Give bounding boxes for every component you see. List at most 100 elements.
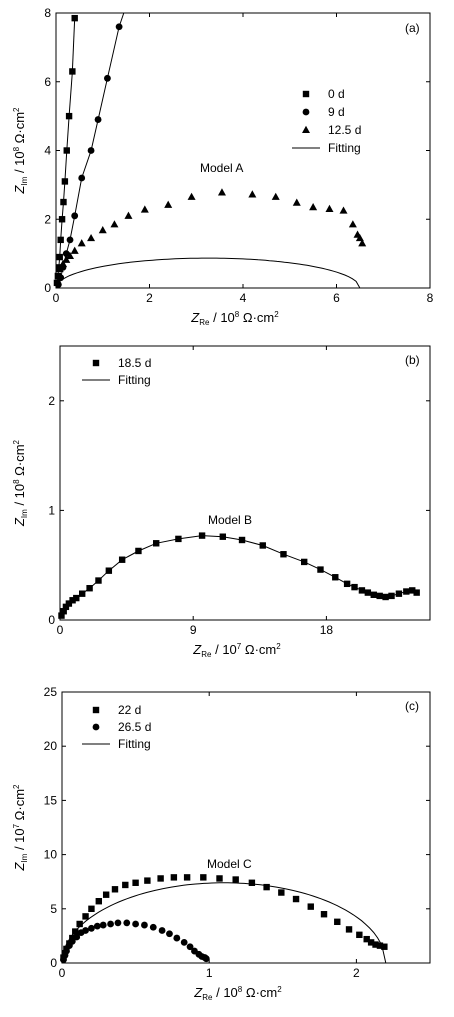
data-point	[65, 112, 73, 120]
axis-label-part: Im	[20, 509, 29, 518]
axis-label-part: 2	[274, 310, 279, 319]
data-point	[102, 891, 110, 898]
x-axis-label: ZRe / 108 Ω·cm2	[193, 985, 282, 1002]
model-annotation: Model B	[208, 513, 252, 527]
y-tick-label: 8	[44, 6, 51, 20]
data-point	[70, 246, 79, 254]
data-point	[248, 190, 257, 198]
y-tick-label: 4	[44, 144, 51, 158]
data-point	[292, 198, 301, 206]
data-point	[72, 928, 79, 935]
data-point	[317, 566, 324, 573]
axis-label-part: Ω·cm	[241, 642, 276, 657]
axis-label-part: / 10	[209, 310, 234, 325]
data-point	[271, 192, 280, 200]
axis-label-part: 7	[12, 823, 21, 828]
x-tick-label: 0	[53, 291, 60, 305]
axis-label-part: 2	[277, 985, 282, 994]
axis-label-part: 8	[235, 310, 240, 319]
data-point	[158, 927, 166, 934]
axis-label-part: / 10	[12, 828, 27, 853]
data-point	[99, 921, 107, 929]
data-point	[66, 236, 74, 244]
y-tick-label: 2	[48, 394, 55, 408]
data-point	[82, 927, 89, 934]
data-point	[59, 259, 68, 267]
data-point	[292, 895, 300, 903]
data-point	[200, 874, 207, 881]
data-point	[164, 200, 173, 208]
data-point	[63, 947, 70, 955]
data-point	[376, 942, 384, 949]
data-point	[93, 922, 101, 930]
legend-marker	[302, 90, 310, 98]
y-tick-label: 15	[44, 793, 58, 807]
data-point	[309, 203, 318, 211]
fitting-curve	[61, 535, 417, 616]
legend-label: 18.5 d	[118, 356, 151, 370]
data-point	[54, 281, 62, 288]
model-annotation: Model C	[207, 857, 252, 871]
data-point	[263, 883, 270, 891]
axis-label-part: Z	[192, 642, 202, 657]
data-point	[388, 592, 395, 600]
data-point	[114, 919, 122, 927]
panel-label: (c)	[405, 699, 419, 713]
x-tick-label: 18	[320, 623, 334, 637]
data-point	[124, 211, 133, 219]
data-point	[144, 877, 151, 884]
plot-frame	[61, 691, 431, 964]
x-tick-label: 0	[59, 966, 66, 980]
data-point	[69, 597, 76, 604]
y-axis-label: ZIm / 107 Ω·cm2	[12, 784, 29, 872]
data-point	[98, 226, 107, 234]
axis-label-part: / 10	[211, 642, 236, 657]
data-point	[409, 587, 416, 594]
data-point	[232, 876, 239, 883]
legend-label: 22 d	[118, 703, 141, 717]
x-axis-label: ZRe / 107 Ω·cm2	[192, 642, 281, 659]
data-point	[345, 926, 353, 933]
axis-label-part: Ω·cm	[12, 789, 27, 824]
axis-label-part: Z	[12, 862, 27, 872]
data-point	[71, 14, 78, 22]
data-point	[248, 879, 256, 886]
axis-label-part: Re	[199, 318, 210, 327]
data-point	[280, 551, 287, 558]
data-point	[381, 943, 388, 950]
data-point	[180, 939, 188, 946]
data-point	[87, 233, 96, 242]
data-point	[62, 603, 70, 611]
data-point	[325, 204, 334, 212]
legend-marker	[302, 108, 310, 116]
y-tick-label: 1	[48, 503, 55, 517]
y-tick-label: 6	[44, 75, 51, 89]
x-tick-label: 0	[57, 623, 64, 637]
data-point	[105, 567, 113, 574]
axis-label-part: Re	[201, 650, 212, 659]
data-point	[367, 939, 375, 946]
x-tick-label: 1	[206, 966, 213, 980]
data-point	[82, 913, 89, 920]
data-point	[73, 594, 80, 602]
data-point	[104, 74, 111, 82]
legend-label: 9 d	[328, 105, 345, 119]
y-tick-label: 0	[50, 956, 57, 970]
axis-label-part: Ω·cm	[12, 444, 27, 479]
data-point	[348, 220, 357, 228]
fitting-curve	[71, 18, 76, 72]
legend-marker	[92, 723, 100, 731]
axis-label-part: 8	[12, 146, 21, 151]
legend-marker	[302, 125, 310, 133]
axis-label-part: Z	[193, 985, 203, 1000]
data-point	[57, 274, 65, 282]
axis-label-part: Ω·cm	[12, 112, 27, 147]
data-point	[372, 941, 379, 948]
data-point	[135, 547, 142, 555]
data-point	[278, 889, 285, 896]
data-point	[71, 212, 79, 220]
data-point	[175, 535, 182, 543]
axis-label-part: 2	[12, 107, 21, 112]
